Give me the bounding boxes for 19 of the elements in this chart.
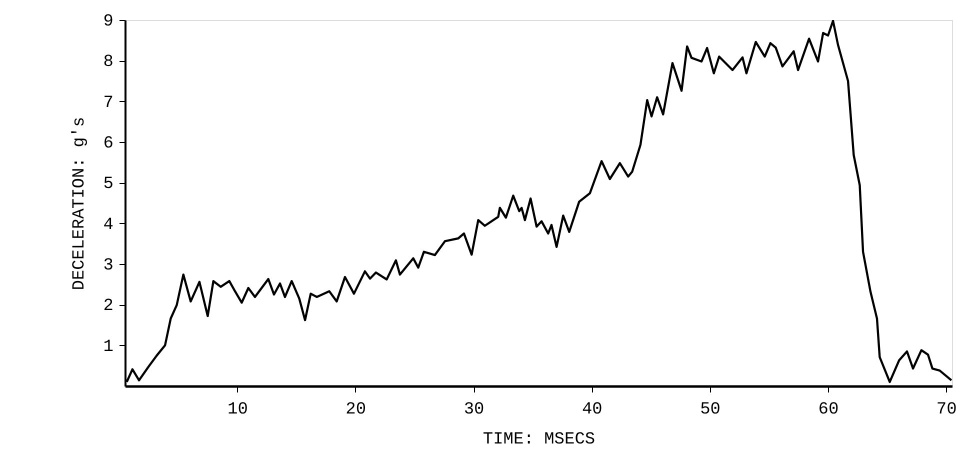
y-tick-label: 1	[103, 338, 114, 357]
y-tick-label: 5	[103, 175, 114, 194]
x-tick-label: 20	[346, 400, 366, 420]
y-tick-label: 8	[103, 53, 114, 72]
line-series	[126, 20, 952, 384]
y-tick-label: 2	[103, 297, 114, 316]
x-tick-label: 60	[818, 400, 839, 420]
x-tick-label: 30	[464, 400, 484, 420]
y-tick-label: 4	[103, 216, 114, 235]
x-tick-label: 40	[582, 400, 602, 420]
x-axis-title: TIME: MSECS	[482, 430, 596, 450]
y-tick-label: 6	[103, 134, 114, 154]
y-axis-title: DECELERATION: g's	[70, 116, 90, 290]
y-tick-label: 7	[103, 94, 114, 113]
y-tick-label: 9	[103, 12, 114, 32]
y-tick-label: 3	[103, 256, 114, 276]
x-tick-label: 50	[700, 400, 721, 420]
x-tick-label: 10	[228, 400, 248, 420]
x-tick-label: 70	[936, 400, 957, 420]
